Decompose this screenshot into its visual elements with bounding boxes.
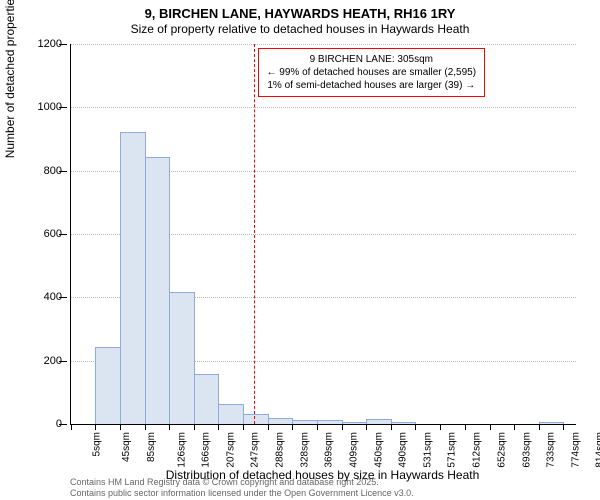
x-tick xyxy=(268,424,269,430)
chart-title: 9, BIRCHEN LANE, HAYWARDS HEATH, RH16 1R… xyxy=(0,6,600,21)
x-tick-label: 774sqm xyxy=(570,432,581,468)
x-tick xyxy=(218,424,219,430)
x-tick-label: 126sqm xyxy=(176,432,187,468)
histogram-bar xyxy=(292,420,317,424)
x-tick xyxy=(391,424,392,430)
x-tick xyxy=(440,424,441,430)
annotation-box: 9 BIRCHEN LANE: 305sqm← 99% of detached … xyxy=(258,48,486,97)
chart-subtitle: Size of property relative to detached ho… xyxy=(0,22,600,36)
histogram-bar xyxy=(539,422,564,424)
x-tick xyxy=(317,424,318,430)
y-tick-label: 800 xyxy=(22,165,62,177)
x-tick xyxy=(415,424,416,430)
x-tick-label: 45sqm xyxy=(121,432,132,462)
x-tick xyxy=(563,424,564,430)
x-tick xyxy=(145,424,146,430)
x-tick-label: 490sqm xyxy=(398,432,409,468)
annotation-line-3: 1% of semi-detached houses are larger (3… xyxy=(267,79,477,92)
histogram-bar xyxy=(268,418,294,424)
histogram-bar xyxy=(145,157,170,424)
x-tick xyxy=(539,424,540,430)
histogram-bar xyxy=(243,414,268,425)
x-tick-label: 612sqm xyxy=(472,432,483,468)
x-tick-label: 369sqm xyxy=(324,432,335,468)
y-axis-label: Number of detached properties xyxy=(3,0,17,158)
x-tick xyxy=(514,424,515,430)
x-tick-label: 328sqm xyxy=(299,432,310,468)
x-tick xyxy=(366,424,367,430)
x-tick xyxy=(194,424,195,430)
x-tick xyxy=(490,424,491,430)
footer-line-1: Contains HM Land Registry data © Crown c… xyxy=(70,477,414,488)
histogram-bar xyxy=(218,404,244,424)
histogram-bar xyxy=(342,422,367,424)
marker-line xyxy=(254,44,255,424)
x-tick-label: 166sqm xyxy=(201,432,212,468)
gridline xyxy=(71,44,576,45)
y-tick-label: 200 xyxy=(22,355,62,367)
y-tick-label: 600 xyxy=(22,228,62,240)
chart-container: 9, BIRCHEN LANE, HAYWARDS HEATH, RH16 1R… xyxy=(0,0,600,500)
x-tick xyxy=(169,424,170,430)
annotation-line-1: 9 BIRCHEN LANE: 305sqm xyxy=(267,53,477,66)
y-tick-label: 1000 xyxy=(22,101,62,113)
histogram-bar xyxy=(120,132,146,424)
x-tick xyxy=(243,424,244,430)
x-tick-label: 652sqm xyxy=(496,432,507,468)
x-tick xyxy=(465,424,466,430)
x-tick-label: 409sqm xyxy=(348,432,359,468)
histogram-bar xyxy=(95,347,120,424)
x-tick-label: 450sqm xyxy=(373,432,384,468)
x-tick xyxy=(342,424,343,430)
histogram-bar xyxy=(169,292,195,424)
histogram-bar xyxy=(317,420,343,424)
x-tick-label: 288sqm xyxy=(275,432,286,468)
footer-line-2: Contains public sector information licen… xyxy=(70,488,414,499)
y-tick-label: 0 xyxy=(22,418,62,430)
x-tick xyxy=(292,424,293,430)
gridline xyxy=(71,107,576,108)
x-tick-label: 531sqm xyxy=(423,432,434,468)
x-tick-label: 207sqm xyxy=(225,432,236,468)
histogram-bar xyxy=(391,422,416,424)
histogram-bar xyxy=(366,419,392,424)
footer-attribution: Contains HM Land Registry data © Crown c… xyxy=(70,477,414,499)
x-tick-label: 5sqm xyxy=(91,432,102,456)
y-tick-label: 400 xyxy=(22,291,62,303)
x-tick xyxy=(120,424,121,430)
x-tick xyxy=(95,424,96,430)
x-tick-label: 814sqm xyxy=(595,432,600,468)
x-tick-label: 733sqm xyxy=(546,432,557,468)
x-tick-label: 693sqm xyxy=(521,432,532,468)
annotation-line-2: ← 99% of detached houses are smaller (2,… xyxy=(267,66,477,79)
y-tick-label: 1200 xyxy=(22,38,62,50)
x-tick-label: 247sqm xyxy=(250,432,261,468)
histogram-bar xyxy=(194,374,219,424)
x-tick-label: 85sqm xyxy=(146,432,157,462)
x-tick xyxy=(71,424,72,430)
plot-area: 9 BIRCHEN LANE: 305sqm← 99% of detached … xyxy=(70,44,576,425)
x-tick-label: 571sqm xyxy=(447,432,458,468)
